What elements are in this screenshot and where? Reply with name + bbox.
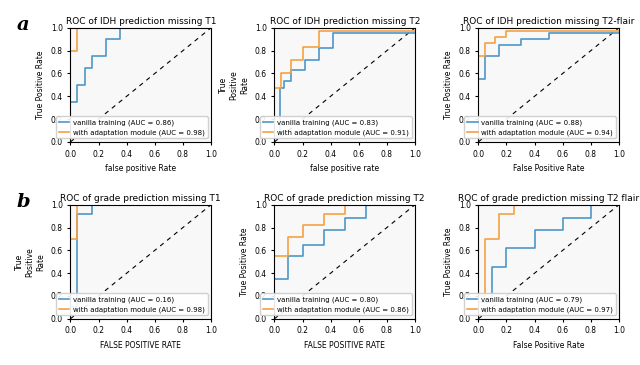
Title: ROC of IDH prediction missing T2: ROC of IDH prediction missing T2 bbox=[269, 17, 420, 26]
Title: ROC of grade prediction missing T2: ROC of grade prediction missing T2 bbox=[264, 193, 425, 203]
Legend: vanilla training (AUC = 0.80), with adaptation module (AUC = 0.86): vanilla training (AUC = 0.80), with adap… bbox=[260, 293, 412, 315]
X-axis label: FALSE POSITIVE RATE: FALSE POSITIVE RATE bbox=[304, 341, 385, 350]
X-axis label: False Positive Rate: False Positive Rate bbox=[513, 164, 584, 173]
Y-axis label: True Positive Rate: True Positive Rate bbox=[444, 51, 453, 119]
X-axis label: false positive rate: false positive rate bbox=[310, 164, 380, 173]
X-axis label: false positive Rate: false positive Rate bbox=[105, 164, 177, 173]
Legend: vanilla training (AUC = 0.16), with adaptation module (AUC = 0.98): vanilla training (AUC = 0.16), with adap… bbox=[56, 293, 207, 315]
Y-axis label: True
Positive
Rate: True Positive Rate bbox=[220, 70, 249, 100]
Text: b: b bbox=[17, 193, 31, 211]
Y-axis label: True Positive Rate: True Positive Rate bbox=[36, 51, 45, 119]
Text: a: a bbox=[17, 16, 29, 34]
Y-axis label: True Positive Rate: True Positive Rate bbox=[444, 227, 453, 296]
Y-axis label: True
Positive
Rate: True Positive Rate bbox=[15, 247, 45, 277]
Title: ROC of grade prediction missing T2 flair: ROC of grade prediction missing T2 flair bbox=[458, 193, 639, 203]
X-axis label: False Positive Rate: False Positive Rate bbox=[513, 341, 584, 350]
Y-axis label: True Positive Rate: True Positive Rate bbox=[240, 227, 249, 296]
Title: ROC of IDH prediction missing T1: ROC of IDH prediction missing T1 bbox=[65, 17, 216, 26]
Title: ROC of IDH prediction missing T2-flair: ROC of IDH prediction missing T2-flair bbox=[463, 17, 634, 26]
Legend: vanilla training (AUC = 0.79), with adaptation module (AUC = 0.97): vanilla training (AUC = 0.79), with adap… bbox=[464, 293, 616, 315]
Legend: vanilla training (AUC = 0.86), with adaptation module (AUC = 0.98): vanilla training (AUC = 0.86), with adap… bbox=[56, 116, 207, 138]
Legend: vanilla training (AUC = 0.83), with adaptation module (AUC = 0.91): vanilla training (AUC = 0.83), with adap… bbox=[260, 116, 412, 138]
Legend: vanilla training (AUC = 0.88), with adaptation module (AUC = 0.94): vanilla training (AUC = 0.88), with adap… bbox=[465, 116, 616, 138]
Title: ROC of grade prediction missing T1: ROC of grade prediction missing T1 bbox=[60, 193, 221, 203]
X-axis label: FALSE POSITIVE RATE: FALSE POSITIVE RATE bbox=[100, 341, 181, 350]
